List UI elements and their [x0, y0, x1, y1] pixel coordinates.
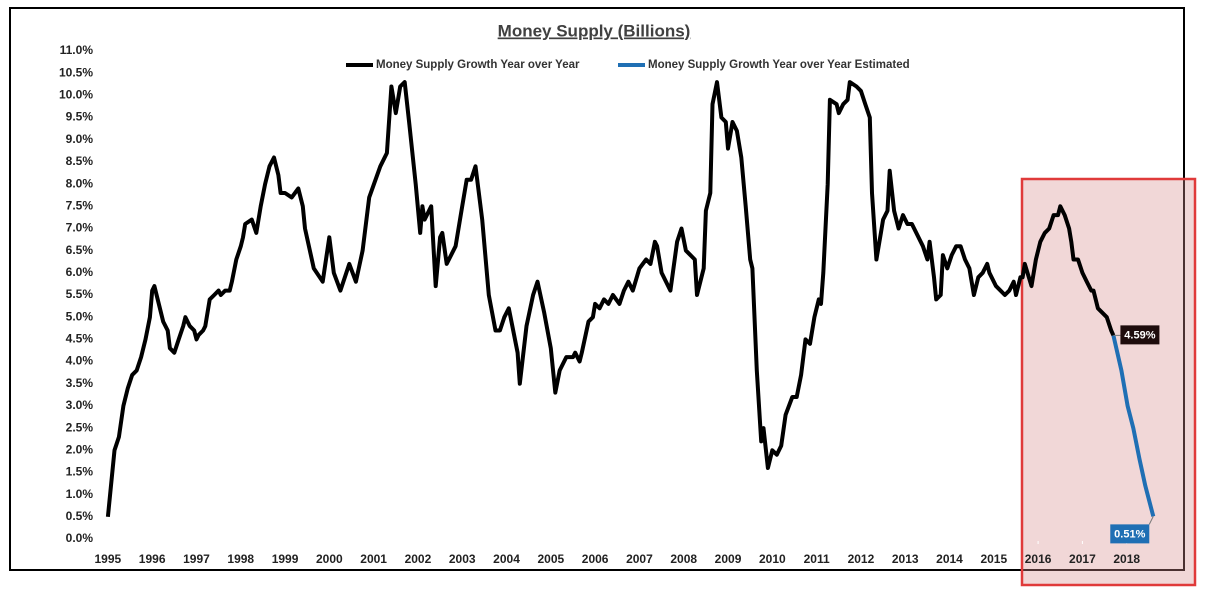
y-tick-label: 9.0%	[66, 132, 94, 146]
y-tick-label: 11.0%	[60, 43, 94, 57]
x-tick-label: 2005	[537, 552, 564, 566]
value-label-box	[1110, 524, 1150, 544]
y-tick-label: 9.5%	[66, 110, 94, 124]
x-tick-label: 2004	[493, 552, 520, 566]
x-tick-label: 2012	[848, 552, 875, 566]
value-label-box	[1120, 325, 1160, 345]
series-line	[1111, 334, 1156, 517]
plot: 0.0% 0.5% 1.0% 1.5% 2.0% 2.5% 3.0% 3.5% 4.0% 4.5%…	[59, 43, 1160, 566]
x-tick-label: 2017	[1069, 552, 1096, 566]
value-label: 4.59%	[1124, 329, 1155, 341]
y-tick-label: 8.0%	[66, 176, 94, 190]
x-tick-label: 2015	[980, 552, 1007, 566]
y-tick-label: 0.0%	[66, 531, 94, 545]
chart-frame	[9, 7, 1185, 571]
x-tick-label: 2018	[1113, 552, 1140, 566]
x-tick-label: 2011	[804, 552, 830, 566]
x-tick-label: 2007	[626, 552, 653, 566]
value-label: 0.51%	[1114, 528, 1145, 540]
x-tick-label: 1995	[95, 552, 122, 566]
y-tick-label: 3.0%	[66, 398, 94, 412]
y-tick-label: 4.0%	[66, 354, 94, 368]
legend-label: Money Supply Growth Year over Year	[376, 59, 580, 71]
y-tick-label: 1.5%	[66, 465, 94, 479]
y-tick-label: 10.5%	[59, 65, 93, 79]
x-tick-label: 2013	[892, 552, 919, 566]
chart-title: Money Supply (Billions)	[498, 21, 691, 40]
x-tick-label: 2008	[670, 552, 697, 566]
legend-label: Money Supply Growth Year over Year Estim…	[648, 59, 910, 71]
x-tick-label: 2014	[936, 552, 963, 566]
x-tick-label: 2006	[582, 552, 609, 566]
x-tick-label: 1996	[139, 552, 166, 566]
y-tick-label: 7.0%	[66, 221, 94, 235]
series-line	[105, 80, 1116, 517]
x-tick-label: 2010	[759, 552, 786, 566]
y-tick-label: 8.5%	[66, 154, 94, 168]
y-tick-label: 2.0%	[66, 442, 94, 456]
x-tick-label: 2001	[360, 552, 387, 566]
x-tick-label: 1997	[183, 552, 210, 566]
y-tick-label: 5.5%	[66, 287, 94, 301]
x-tick-label: 1999	[272, 552, 299, 566]
y-tick-label: 4.5%	[66, 332, 94, 346]
x-tick-label: 1998	[227, 552, 254, 566]
x-tick-label: 2003	[449, 552, 476, 566]
y-tick-label: 7.5%	[66, 198, 94, 212]
y-tick-label: 5.0%	[66, 309, 94, 323]
x-tick-label: 2002	[405, 552, 432, 566]
x-tick-label: 2000	[316, 552, 343, 566]
y-tick-label: 6.0%	[66, 265, 94, 279]
x-tick-label: 2016	[1025, 552, 1052, 566]
y-tick-label: 6.5%	[66, 243, 94, 257]
label-leader	[1148, 516, 1154, 525]
y-tick-label: 3.5%	[66, 376, 94, 390]
highlight-box	[1020, 177, 1197, 587]
y-tick-label: 2.5%	[66, 420, 94, 434]
y-tick-label: 10.0%	[59, 88, 93, 102]
y-tick-label: 0.5%	[66, 509, 94, 523]
x-tick-label: 2009	[715, 552, 742, 566]
y-tick-label: 1.0%	[66, 487, 94, 501]
